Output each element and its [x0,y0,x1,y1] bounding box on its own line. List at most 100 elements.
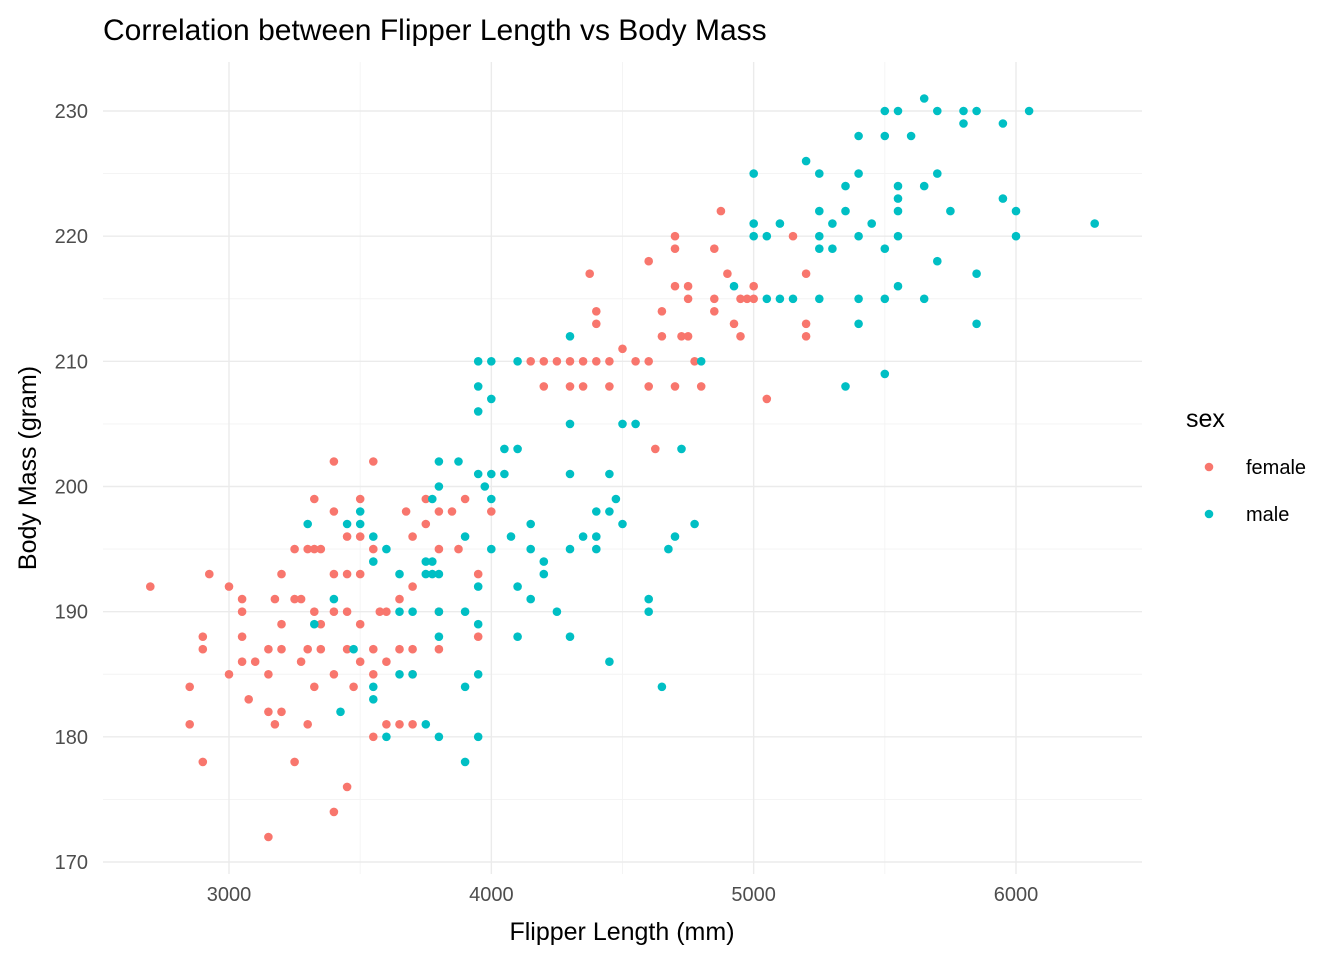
data-point-female [270,594,280,604]
data-point-male [565,419,575,429]
data-point-female [677,332,686,341]
data-point-female [736,332,745,341]
data-point-male [592,532,601,541]
data-point-male [578,532,588,541]
data-point-male [434,732,444,742]
data-point-female [670,281,680,291]
data-point-male [428,494,437,504]
data-point-male [513,357,522,366]
data-point-male [342,519,352,529]
data-point-male [428,569,437,579]
data-point-male [893,206,903,216]
data-point-female [696,382,706,391]
data-point-male [749,169,758,178]
legend-key-male [1204,509,1214,519]
data-point-male [801,156,811,166]
data-point-female [264,832,273,842]
data-point-male [408,670,417,679]
data-point-female [592,357,601,366]
data-point-male [454,457,463,466]
series-male [303,94,1099,767]
data-point-male [841,181,850,191]
data-point-male [880,369,890,379]
data-point-female [264,707,273,717]
data-point-female [539,382,549,391]
data-point-female [690,357,699,366]
x-tick-label: 3000 [207,884,252,906]
data-point-male [592,507,601,516]
data-point-male [880,244,890,253]
data-point-male [998,194,1008,203]
data-point-female [198,632,208,641]
data-point-female [198,644,208,654]
data-point-male [460,757,470,767]
data-point-female [290,544,299,554]
data-point-female [539,357,549,366]
data-point-female [670,382,680,391]
data-point-female [801,269,811,279]
data-point-male [526,519,535,529]
legend-title: sex [1186,405,1225,433]
data-point-female [716,206,726,216]
data-point-female [369,457,378,466]
data-point-male [565,332,575,341]
data-point-male [605,507,614,516]
data-point-female [250,657,260,666]
data-point-male [933,169,942,178]
data-point-female [749,294,758,304]
y-tick-label: 230 [55,101,88,123]
data-point-female [552,357,562,366]
data-point-female [578,382,588,391]
data-point-female [585,269,594,279]
data-point-male [611,494,621,504]
data-point-male [395,569,404,579]
data-point-male [369,682,378,692]
data-point-female [434,544,444,554]
data-point-male [329,594,339,604]
y-tick-label: 190 [55,602,88,624]
data-point-female [369,670,378,679]
data-point-female [237,657,247,666]
legend: sex female male [1186,405,1306,526]
data-point-male [893,106,903,116]
data-point-female [310,682,319,692]
data-point-female [342,532,352,541]
data-point-male [473,407,483,416]
data-point-male [434,569,444,579]
data-point-male [487,469,496,479]
data-point-female [198,757,208,767]
data-point-female [316,544,326,554]
data-point-female [408,644,417,654]
data-point-male [460,682,470,692]
data-point-male [644,594,653,604]
data-point-female [342,644,352,654]
data-point-male [762,294,772,304]
data-point-male [513,582,522,591]
data-point-male [919,181,929,191]
data-point-male [880,294,890,304]
data-point-male [893,181,903,191]
data-point-male [408,607,417,616]
data-point-male [480,482,490,491]
data-point-male [998,119,1008,128]
data-point-female [565,357,575,366]
data-point-female [742,294,752,304]
data-point-male [369,695,378,704]
x-tick-label: 5000 [731,884,776,906]
data-point-female [736,294,745,304]
data-point-male [880,106,890,116]
data-point-female [801,319,811,329]
data-point-male [854,294,863,304]
data-point-male [460,607,470,616]
data-point-female [710,294,719,304]
legend-key-female [1204,462,1214,472]
data-point-female [264,670,273,679]
data-point-female [382,720,391,729]
data-point-female [342,569,352,579]
data-point-male [919,294,929,304]
data-point-male [815,169,824,178]
data-point-female [316,644,326,654]
data-point-male [841,206,850,216]
data-point-female [375,607,385,616]
